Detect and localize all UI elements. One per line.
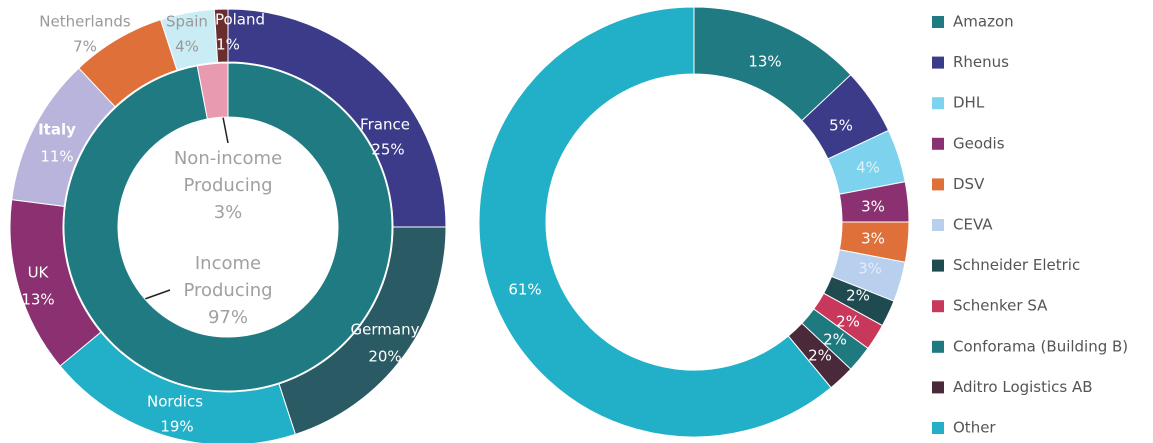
legend-label: Amazon [953,13,1014,31]
legend-swatch [932,422,944,434]
slice-label: UK [28,264,50,282]
value-label: 61% [508,281,541,299]
slice-label: Non-income Producing [173,148,283,196]
legend-label: Conforama (Building B) [953,337,1128,355]
value-label: 3% [861,198,885,216]
slice [478,6,832,438]
legend-swatch [932,137,944,150]
inner-label: Non-income Producing 3% [163,145,293,226]
slice [213,8,229,63]
slice-label: France [360,116,410,134]
slice [63,62,393,392]
value-label: 97% [207,307,248,328]
legend-label: Schenker SA [953,297,1048,315]
slice-label: Spain [166,13,208,31]
legend: Amazon Rhenus DHL Geodis DSV CEVA Schneider El… [932,13,1128,437]
legend-swatch [932,178,944,191]
legend-swatch [932,56,944,69]
value-label: 2% [846,287,870,305]
inner-label: Income Producing 97% [163,250,293,331]
value-label: 5% [829,117,853,135]
value-label: 3% [861,230,885,248]
slice-label: Germany [351,321,420,339]
legend-swatch [932,16,944,28]
value-label: 13% [748,53,781,71]
value-label: 7% [73,38,97,56]
slice-label: Netherlands [39,13,131,31]
value-label: 11% [40,148,73,166]
value-label: 3% [858,260,882,278]
legend-label: Schneider Eletric [953,256,1080,274]
legend-label: Rhenus [953,53,1009,71]
value-label: 2% [836,313,860,331]
legend-swatch [932,219,944,231]
legend-label: CEVA [953,216,993,234]
value-label: 13% [21,291,54,309]
value-label: 4% [175,38,199,56]
legend-swatch [932,340,944,353]
value-label: 2% [808,347,832,365]
value-label: 1% [216,36,240,54]
legend-label: DHL [953,94,985,112]
legend-label: Geodis [953,134,1005,152]
legend-label: Aditro Logistics AB [953,378,1093,396]
legend-label: Other [953,419,996,437]
inner-label-text: Income Producing 97% [163,250,293,331]
value-label: 4% [856,159,880,177]
value-label: 19% [160,418,193,436]
legend-label: DSV [953,175,985,193]
inner-label-text: Non-income Producing 3% [163,145,293,226]
value-label: 3% [213,202,243,223]
legend-swatch [932,300,944,313]
legend-swatch [932,259,944,272]
value-label: 20% [368,348,401,366]
slice [196,62,229,120]
legend-swatch [932,97,944,110]
slice-label: Poland [215,11,265,29]
slice-label: Italy [38,121,76,139]
slice-label: Income Producing [183,253,273,301]
value-label: 25% [371,141,404,159]
slice-label: Nordics [147,393,203,411]
value-label: 2% [823,331,847,349]
legend-swatch [932,381,944,394]
